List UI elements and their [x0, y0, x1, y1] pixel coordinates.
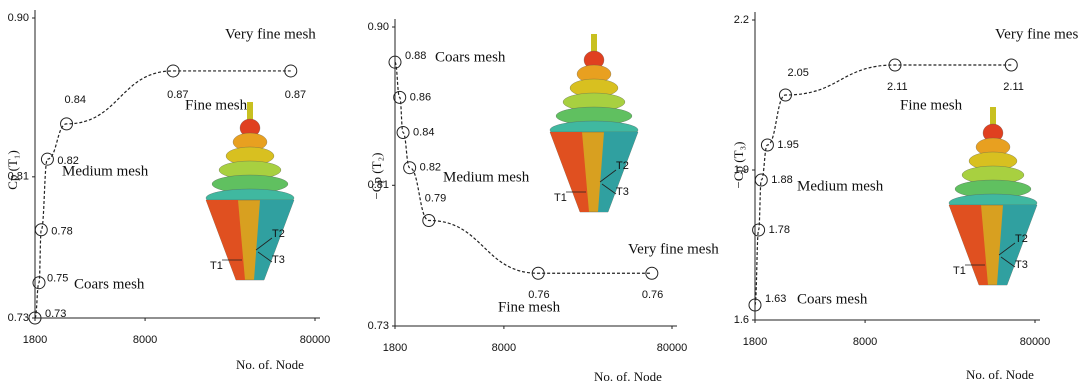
annotation: Coars mesh: [435, 49, 506, 65]
data-point: [41, 153, 53, 165]
x-tick-label: 1800: [23, 334, 47, 346]
data-label: 1.78: [769, 224, 790, 236]
x-axis-label: No. of. Node: [236, 357, 304, 372]
data-label: 1.88: [771, 174, 792, 186]
data-label: 0.75: [47, 273, 68, 285]
data-label: 1.95: [777, 139, 798, 151]
inset-label: T2: [616, 160, 629, 172]
y-tick-label: 1.6: [734, 314, 749, 326]
x-tick-label: 80000: [300, 334, 331, 346]
data-label: 0.86: [410, 91, 431, 103]
y-axis-label: Cp (T₁): [5, 150, 20, 190]
inset-label: T3: [616, 186, 629, 198]
x-tick-label: 80000: [657, 342, 688, 354]
annotation: Fine mesh: [498, 299, 561, 315]
x-axis-label: No. of. Node: [966, 367, 1034, 382]
y-tick-label: 0.73: [8, 312, 29, 324]
annotation: Coars mesh: [797, 291, 868, 307]
annotation: Fine mesh: [900, 97, 963, 113]
annotation: Medium mesh: [797, 178, 884, 194]
inset-label: T1: [953, 265, 966, 277]
inset-label: T1: [554, 192, 567, 204]
figure: T1T2T30.730.810.901800800080000No. of. N…: [0, 0, 1078, 390]
data-label: 0.87: [285, 89, 306, 101]
inset-label: T3: [272, 254, 285, 266]
y-tick-label: 0.73: [368, 320, 389, 332]
model-base-shade: [997, 205, 1037, 285]
data-label: 0.84: [65, 94, 86, 106]
annotation: Medium mesh: [443, 169, 530, 185]
model-base-shade: [254, 200, 294, 280]
data-label: 1.63: [765, 293, 786, 305]
inset-label: T1: [210, 260, 223, 272]
data-label: 0.82: [420, 162, 441, 174]
inset-label: T3: [1015, 259, 1028, 271]
inset-model: T1 T2 T3: [206, 102, 294, 280]
annotation: Very fine mesh: [225, 26, 316, 42]
data-label: 0.88: [405, 50, 426, 62]
x-tick-label: 80000: [1020, 336, 1051, 348]
x-axis-label: No. of. Node: [594, 369, 662, 384]
y-tick-label: 0.90: [368, 21, 389, 33]
annotation: Coars mesh: [74, 276, 145, 292]
y-axis-label: −Cp (T₃): [731, 142, 746, 189]
data-label: 0.76: [642, 289, 663, 301]
x-tick-label: 1800: [383, 342, 407, 354]
y-tick-label: 0.90: [8, 12, 29, 24]
data-label: 2.05: [787, 67, 808, 79]
inset-model: T1 T2 T3: [550, 34, 638, 212]
x-tick-label: 8000: [853, 336, 877, 348]
data-label: 0.78: [51, 226, 72, 238]
inset-label: T2: [272, 228, 285, 240]
data-point: [35, 224, 47, 236]
data-label: 0.84: [413, 126, 434, 138]
data-label: 0.79: [425, 192, 446, 204]
x-tick-label: 8000: [492, 342, 516, 354]
data-label: 2.11: [887, 81, 908, 93]
inset-label: T2: [1015, 233, 1028, 245]
data-label: 2.11: [1003, 81, 1024, 93]
inset-model: T1 T2 T3: [949, 107, 1037, 285]
annotation: Very fine mesh: [995, 26, 1078, 42]
y-tick-label: 2.2: [734, 14, 749, 26]
data-label: 0.73: [45, 308, 66, 320]
x-tick-label: 8000: [133, 334, 157, 346]
annotation: Medium mesh: [62, 163, 149, 179]
annotation: Fine mesh: [185, 97, 248, 113]
x-tick-label: 1800: [743, 336, 767, 348]
y-axis-label: −Cp (T₂): [369, 153, 384, 200]
model-base-shade: [598, 132, 638, 212]
annotation: Very fine mesh: [628, 241, 719, 257]
